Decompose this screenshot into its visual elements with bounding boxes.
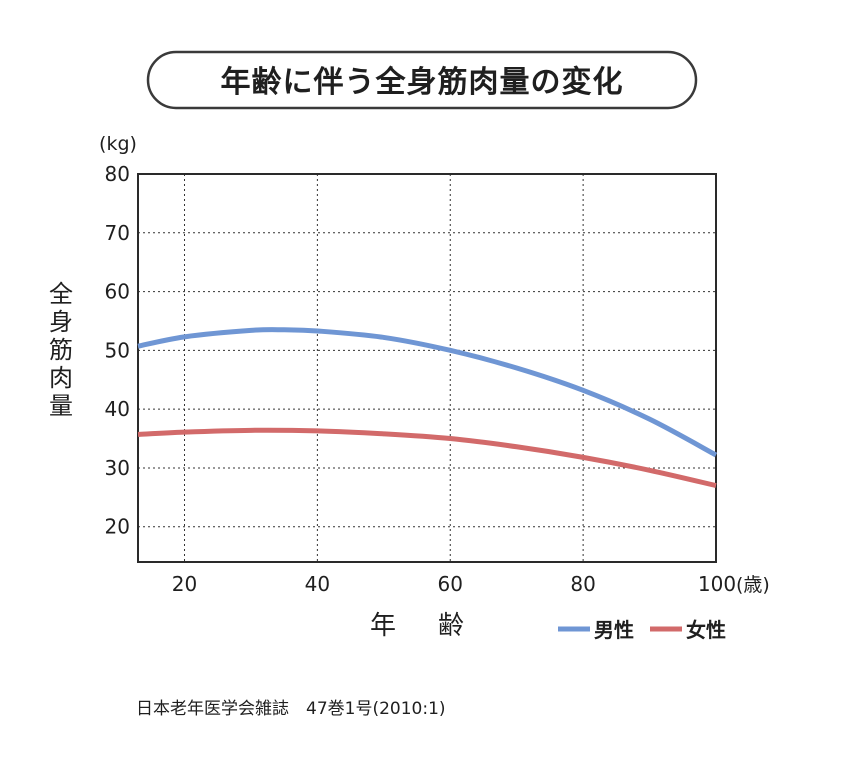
x-axis-label-char-2: 齢 [438,611,464,641]
y-axis-label-char: 身 [49,308,73,336]
series-group [137,327,718,489]
series-line-female [137,427,717,489]
legend-label-male: 男性 [594,618,634,642]
y-tick-labels: 20 30 40 50 60 70 80 [105,162,130,539]
x-tick-label: 100 [698,572,736,596]
y-tick-label: 60 [105,280,130,304]
y-tick-label: 80 [105,162,130,186]
y-unit-label: (kg) [99,133,137,155]
y-tick-label: 20 [105,515,130,539]
chart-title: 年齢に伴う全身筋肉量の変化 [221,65,624,100]
x-tick-label: 60 [438,572,463,596]
y-axis-label-char: 量 [49,392,73,420]
legend-label-female: 女性 [686,618,726,642]
x-axis-label-char-1: 年 [370,611,396,641]
x-tick-label: 20 [172,572,197,596]
title-pill [146,50,698,110]
x-unit-label: (歳) [736,574,770,596]
y-tick-label: 70 [105,221,130,245]
y-axis-label-char: 肉 [49,364,73,392]
plot-frame [137,173,717,563]
series-line-male [137,327,718,458]
y-tick-label: 50 [105,338,130,362]
x-tick-label: 80 [570,572,595,596]
source-citation: 日本老年医学会雑誌 47巻1号(2010:1) [136,699,446,719]
y-tick-label: 30 [105,456,130,480]
y-tick-label: 40 [105,397,130,421]
grid [138,173,717,562]
y-axis-label-char: 筋 [49,336,73,364]
y-axis-label: 全身筋肉量 [49,280,73,420]
x-tick-labels: 20 40 60 80 100 [172,572,736,596]
y-axis-label-char: 全 [49,280,73,308]
x-tick-label: 40 [305,572,330,596]
legend: 男性 女性 [558,618,726,642]
